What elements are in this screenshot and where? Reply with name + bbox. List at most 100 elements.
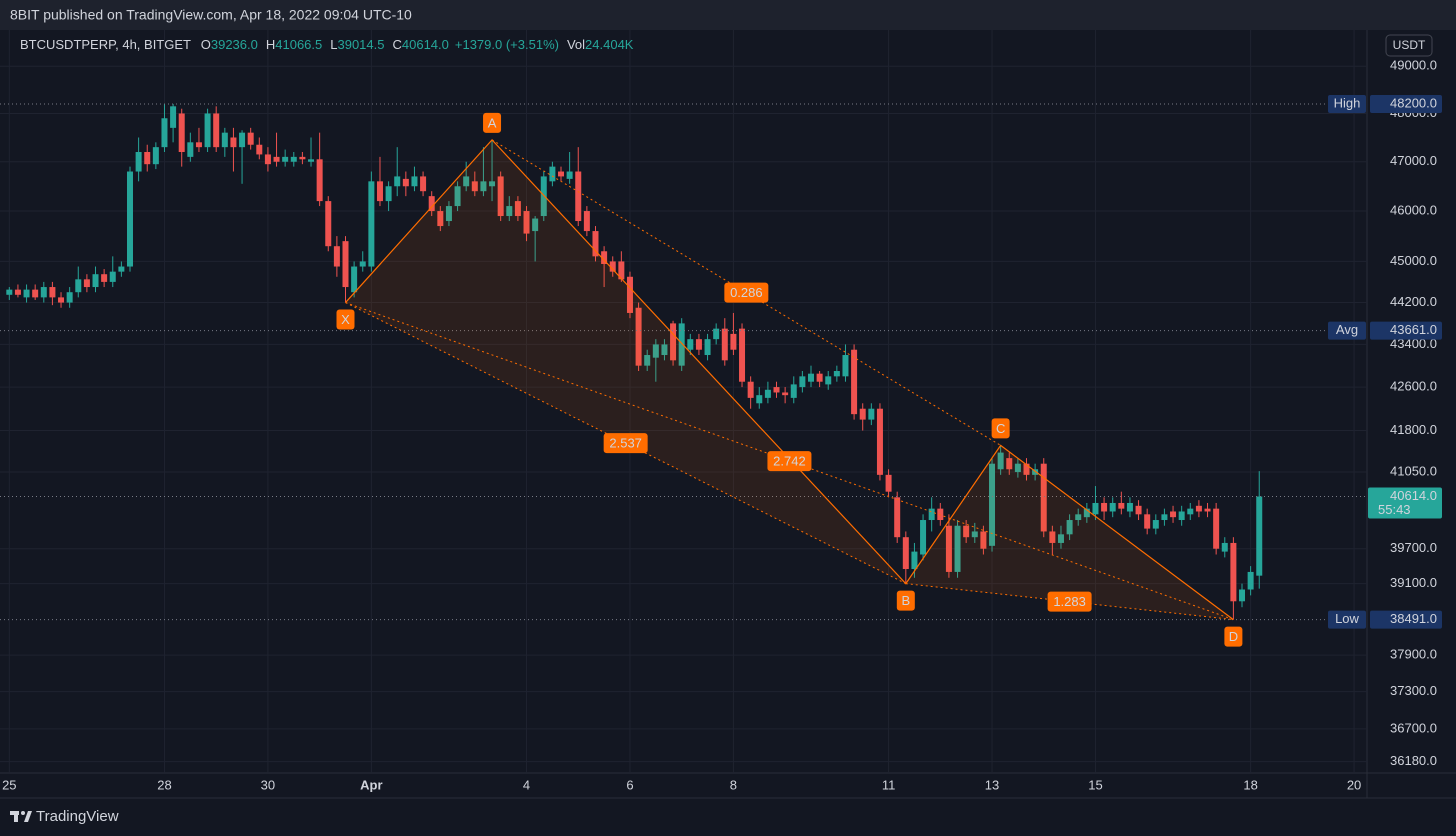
candle-body xyxy=(376,181,383,202)
y-tick-label: 44200.0 xyxy=(1390,294,1437,309)
logo-part xyxy=(14,811,18,822)
candle-body xyxy=(204,113,211,148)
candle-body xyxy=(1083,508,1090,518)
level-price: 38491.0 xyxy=(1390,611,1437,626)
candle-body xyxy=(290,156,297,162)
legend-value: 39236.0 xyxy=(211,37,258,52)
candle-body xyxy=(480,181,487,192)
candle-body xyxy=(894,497,901,538)
candle-body xyxy=(359,261,366,267)
candle-body xyxy=(144,152,151,165)
candle-body xyxy=(437,211,444,227)
candle-body xyxy=(75,279,82,293)
candle-body xyxy=(247,132,254,145)
candle-body xyxy=(678,323,685,366)
candle-body xyxy=(1075,514,1082,521)
candle-body xyxy=(971,531,978,538)
candle-body xyxy=(1092,502,1099,515)
candle-body xyxy=(523,211,530,234)
candle-body xyxy=(1195,505,1202,512)
candle-body xyxy=(704,339,711,356)
header-bar xyxy=(0,0,1456,30)
candle-body xyxy=(32,289,39,298)
candle-body xyxy=(911,551,918,570)
candle-body xyxy=(1161,514,1168,521)
level-price: 43661.0 xyxy=(1390,322,1437,337)
y-tick-label: 45000.0 xyxy=(1390,253,1437,268)
candle-body xyxy=(790,384,797,398)
candle-body xyxy=(566,171,573,179)
candle-body xyxy=(558,171,565,177)
point-label: D xyxy=(1229,629,1238,644)
candle-body xyxy=(333,246,340,267)
y-tick-label: 39100.0 xyxy=(1390,575,1437,590)
candle-body xyxy=(1144,514,1151,529)
candle-body xyxy=(385,186,392,202)
x-tick-label: 20 xyxy=(1347,777,1361,792)
currency-button[interactable] xyxy=(1385,34,1433,57)
candle-body xyxy=(1213,508,1220,549)
candle-body xyxy=(187,142,194,157)
candle-body xyxy=(713,328,720,340)
ratio-label: 0.286 xyxy=(730,285,763,300)
level-name-tag xyxy=(1328,610,1366,629)
x-tick-label: 25 xyxy=(2,777,16,792)
footer-brand: TradingView xyxy=(36,808,119,825)
candle-body xyxy=(316,159,323,202)
candle-body xyxy=(980,531,987,549)
candle-body xyxy=(411,176,418,187)
candle-body xyxy=(885,474,892,492)
candle-body xyxy=(902,537,909,570)
candle-body xyxy=(256,144,263,155)
currency-button-label[interactable]: USDT xyxy=(1393,38,1426,52)
candle-body xyxy=(454,186,461,207)
candle-body xyxy=(489,181,496,187)
candle-body xyxy=(161,118,168,148)
grid xyxy=(0,30,1367,773)
legend-key: O xyxy=(201,37,211,52)
candle-body xyxy=(1057,534,1064,543)
candle-body xyxy=(575,171,582,222)
ratio-label: 1.283 xyxy=(1053,594,1086,609)
candle-body xyxy=(394,176,401,187)
candle-body xyxy=(652,344,659,358)
point-badge xyxy=(991,418,1010,439)
candle-body xyxy=(635,307,642,366)
candle-body xyxy=(937,508,944,521)
candle-body xyxy=(1135,505,1142,515)
point-label: X xyxy=(341,312,350,327)
candle-body xyxy=(928,508,935,521)
candle-body xyxy=(6,289,13,295)
candle-body xyxy=(626,276,633,313)
level-name-tag xyxy=(1328,321,1366,340)
candle-body xyxy=(230,137,237,148)
candle-body xyxy=(739,328,746,382)
candle-body xyxy=(859,408,866,420)
candle-body xyxy=(1101,502,1108,512)
candle-body xyxy=(49,287,56,298)
candle-body xyxy=(1006,458,1013,470)
candle-body xyxy=(618,261,625,280)
logo-part xyxy=(24,811,32,822)
candle-body xyxy=(644,355,651,366)
ratio-label: 2.742 xyxy=(773,454,806,469)
candle-body xyxy=(851,349,858,415)
point-label: B xyxy=(901,593,910,608)
ratio-badge xyxy=(724,282,769,303)
x-tick-label: 11 xyxy=(882,777,896,792)
candle-body xyxy=(471,181,478,192)
candle-body xyxy=(368,181,375,267)
point-badge xyxy=(483,112,502,133)
y-tick-label: 36180.0 xyxy=(1390,753,1437,768)
candle-body xyxy=(1032,469,1039,475)
candle-body xyxy=(126,171,133,267)
candle-body xyxy=(963,525,970,538)
candle-body xyxy=(1230,542,1237,602)
footer-logo xyxy=(10,811,32,822)
candle-body xyxy=(721,328,728,361)
candle-body xyxy=(351,266,358,293)
candle-body xyxy=(420,176,427,192)
candle-body xyxy=(764,389,771,398)
candle-body xyxy=(730,333,737,350)
legend-value: 24.404K xyxy=(585,37,634,52)
